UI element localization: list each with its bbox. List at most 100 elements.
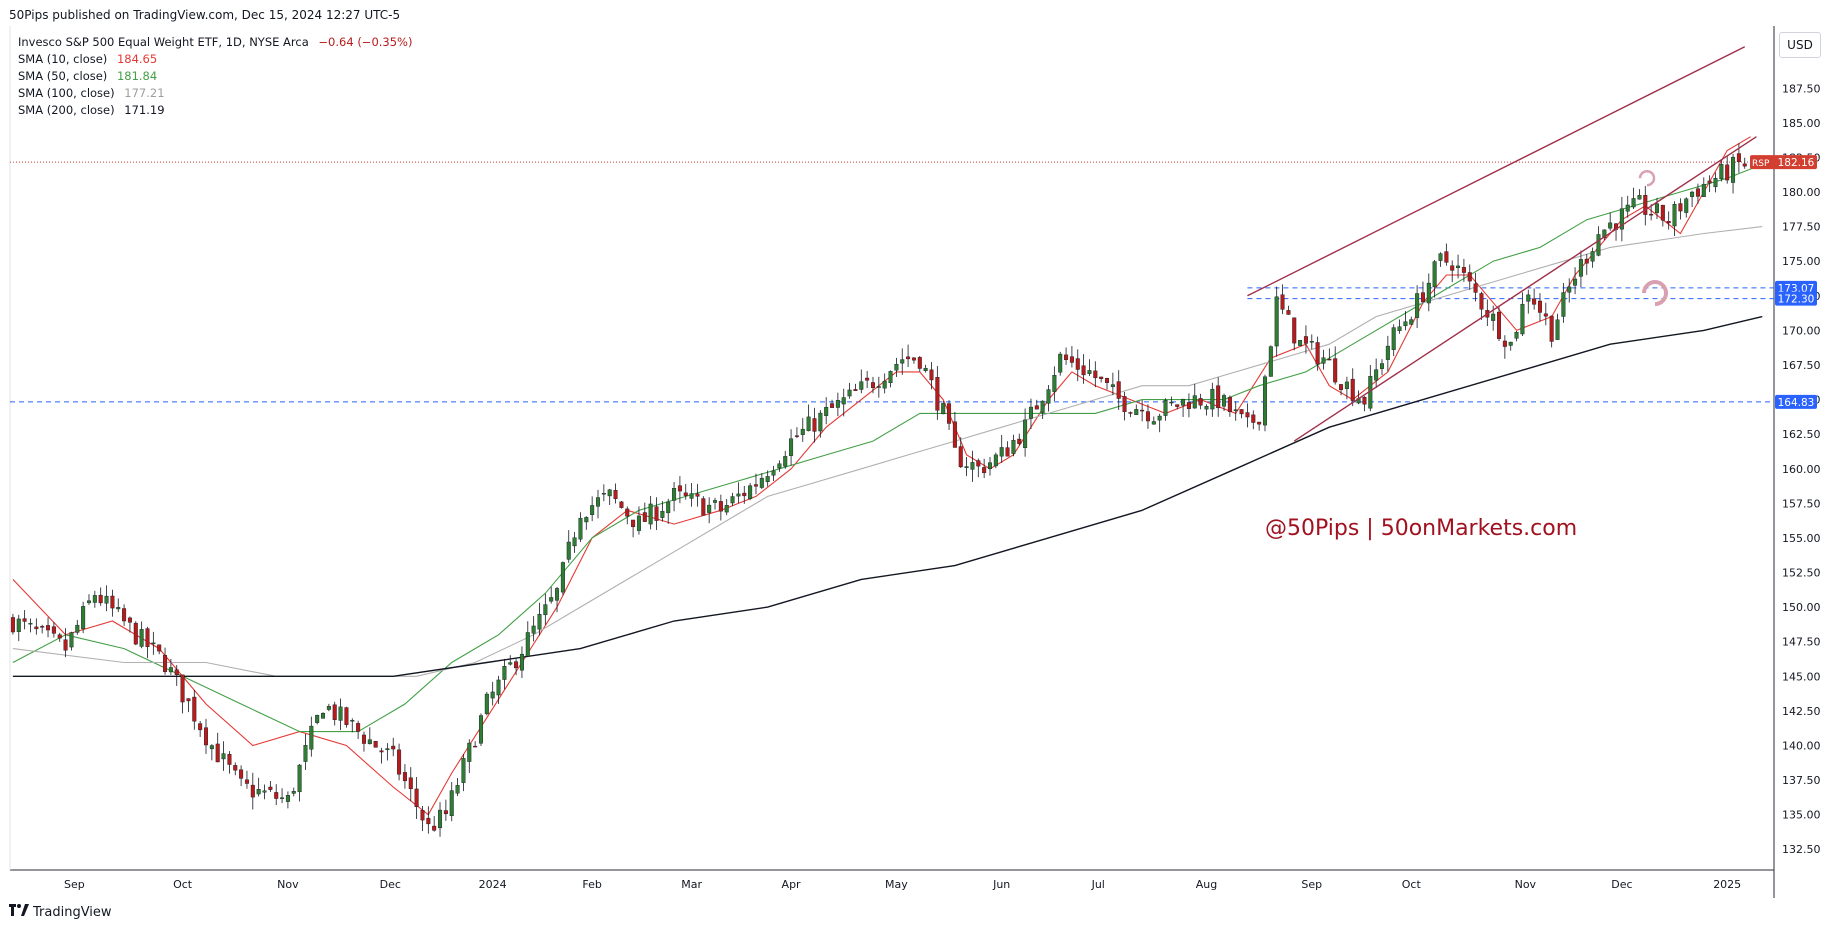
candle-body	[157, 644, 162, 652]
x-tick-label: Oct	[173, 878, 193, 891]
candle-body	[835, 400, 840, 408]
sma100-value: 177.21	[124, 86, 165, 100]
candle-body	[993, 454, 998, 467]
candle-body	[689, 493, 694, 499]
symbol-name: Invesco S&P 500 Equal Weight ETF, 1D, NY…	[18, 35, 309, 49]
candle-body	[1198, 398, 1203, 406]
candle-body	[1432, 261, 1437, 288]
candle-body	[367, 739, 372, 744]
level-tag	[1775, 291, 1817, 306]
x-tick-label: Nov	[277, 878, 299, 891]
candle-body	[730, 496, 735, 504]
candle-body	[1245, 412, 1250, 418]
legend-symbol-row[interactable]: Invesco S&P 500 Equal Weight ETF, 1D, NY…	[18, 34, 412, 51]
candle-body	[145, 628, 150, 648]
legend-sma10[interactable]: SMA (10, close) 184.65	[18, 51, 412, 68]
candle-body	[1286, 310, 1291, 315]
candle-body	[478, 715, 483, 744]
candle-body	[1309, 341, 1314, 343]
sma50-line	[12, 163, 1763, 733]
y-tick-label: 187.50	[1782, 82, 1821, 95]
candle-body	[1415, 293, 1420, 318]
candle-body	[1385, 345, 1390, 360]
candle-body	[870, 382, 875, 389]
candle-body	[1262, 376, 1267, 426]
candle-body	[947, 403, 952, 424]
sma200-label: SMA (200, close)	[18, 103, 115, 117]
candle-body	[1186, 402, 1191, 409]
level-tag	[1775, 394, 1817, 409]
candle-body	[555, 588, 560, 601]
candle-body	[1391, 327, 1396, 350]
channel-line	[1247, 46, 1746, 297]
sma200-line	[12, 315, 1763, 677]
candle-body	[1491, 313, 1496, 321]
candle-body	[1327, 358, 1332, 361]
candle-body	[274, 792, 279, 799]
candle-body	[1216, 385, 1221, 409]
candle-body	[601, 493, 606, 495]
candle-body	[473, 745, 478, 748]
candle-body	[549, 597, 554, 602]
candle-body	[1040, 400, 1045, 413]
candle-body	[1461, 267, 1466, 273]
candle-body	[952, 421, 957, 448]
candle-body	[1514, 331, 1519, 339]
candle-body	[104, 595, 109, 604]
x-tick-label: Sep	[1301, 878, 1322, 891]
candle-body	[1157, 415, 1162, 421]
candle-body	[1479, 293, 1484, 310]
candle-body	[1011, 439, 1016, 454]
candle-body	[1251, 414, 1256, 423]
candle-body	[1444, 251, 1449, 263]
candle-body	[625, 508, 630, 517]
candle-body	[830, 403, 835, 408]
candle-body	[1169, 401, 1174, 404]
candle-body	[1643, 195, 1648, 215]
candle-body	[1725, 164, 1730, 181]
candle-body	[800, 428, 805, 435]
level-tag-label: 172.30	[1778, 294, 1815, 306]
candle-body	[402, 772, 407, 782]
candle-body	[1420, 292, 1425, 303]
candle-body	[1145, 411, 1150, 422]
candle-body	[911, 357, 916, 361]
candle-body	[1695, 188, 1700, 197]
y-tick-label: 177.50	[1782, 221, 1821, 234]
candle-body	[297, 764, 302, 793]
candle-body	[1175, 404, 1180, 407]
candle-body	[935, 377, 940, 411]
candle-body	[22, 618, 27, 622]
candle-body	[438, 809, 443, 829]
candle-body	[1064, 354, 1069, 360]
y-tick-label: 140.00	[1782, 739, 1821, 752]
candle-body	[215, 743, 220, 763]
candle-body	[724, 505, 729, 513]
candle-body	[484, 693, 489, 715]
x-tick-label: Jun	[992, 878, 1010, 891]
candle-body	[1649, 213, 1654, 216]
candle-body	[1239, 409, 1244, 415]
legend-sma50[interactable]: SMA (50, close) 181.84	[18, 68, 412, 85]
y-tick-label: 150.00	[1782, 601, 1821, 614]
y-tick-label: 170.00	[1782, 324, 1821, 337]
candle-body	[1105, 378, 1110, 383]
candle-body	[1140, 409, 1145, 412]
legend-sma200[interactable]: SMA (200, close) 171.19	[18, 102, 412, 119]
candle-body	[519, 653, 524, 671]
candle-body	[1210, 388, 1215, 410]
candle-body	[1110, 384, 1115, 388]
candle-body	[1736, 153, 1741, 163]
price-chart[interactable]: 132.50 135.00 137.50 140.00 142.50 145.00 147.…	[0, 26, 1835, 898]
candle-body	[1227, 397, 1232, 413]
x-tick-label: Sep	[64, 878, 85, 891]
candle-body	[1567, 286, 1572, 293]
currency-button[interactable]: USD	[1779, 32, 1821, 58]
candle-body	[57, 634, 62, 639]
candle-body	[443, 810, 448, 815]
x-tick-label: 2025	[1713, 878, 1741, 891]
candle-body	[923, 368, 928, 372]
candle-body	[338, 706, 343, 721]
candle-body	[127, 617, 132, 623]
legend-sma100[interactable]: SMA (100, close) 177.21	[18, 85, 412, 102]
